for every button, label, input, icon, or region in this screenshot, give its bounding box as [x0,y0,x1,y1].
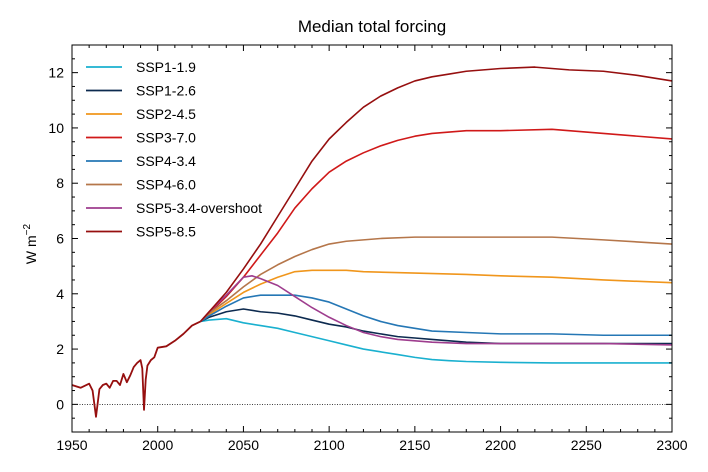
y-tick-label: 2 [56,341,64,357]
series-line-ssp4-3.4 [200,294,672,337]
x-tick-label: 2050 [228,437,259,453]
legend-label: SSP1-2.6 [136,83,196,99]
x-tick-label: 2000 [142,437,173,453]
y-tick-label: 12 [48,65,64,81]
legend-label: SSP4-3.4 [136,153,196,169]
plot-area [72,66,672,418]
legend-label: SSP2-4.5 [136,106,196,122]
series-line-ssp1-1.9 [200,317,672,364]
x-tick-label: 2100 [314,437,345,453]
y-axis-label: W m−2 [22,223,39,264]
y-tick-label: 0 [56,396,64,412]
legend-label: SSP5-8.5 [136,224,196,240]
y-tick-label: 6 [56,231,64,247]
series-line-ssp4-6.0 [200,236,672,323]
series-line-ssp2-4.5 [200,269,672,323]
series-line-ssp1-2.6 [200,308,672,345]
y-tick-label: 4 [56,286,64,302]
series-line-historical [72,320,201,418]
x-tick-label: 2250 [571,437,602,453]
legend: SSP1-1.9 SSP1-2.6 SSP2-4.5 SSP3-7.0 SSP4-3.4… [86,59,262,240]
y-tick-label: 8 [56,175,64,191]
y-tick-label: 10 [48,120,64,136]
legend-label: SSP3-7.0 [136,130,196,146]
x-tick-label: 2300 [656,437,687,453]
chart-title: Median total forcing [298,17,446,36]
x-tick-label: 2200 [485,437,516,453]
legend-label: SSP4-6.0 [136,177,196,193]
series-line-ssp5-8.5 [199,66,672,322]
x-tick-label: 2150 [399,437,430,453]
x-tick-label: 1950 [56,437,87,453]
legend-label: SSP1-1.9 [136,59,196,75]
axes: 1950 2000 2050 2100 2150 2200 2250 2300 0 2 4 6 8 10 1… [48,44,688,453]
series-line-ssp3-7.0 [200,128,672,323]
legend-label: SSP5-3.4-overshoot [136,200,262,216]
series-line-ssp5-3.4-overshoot [199,275,672,346]
